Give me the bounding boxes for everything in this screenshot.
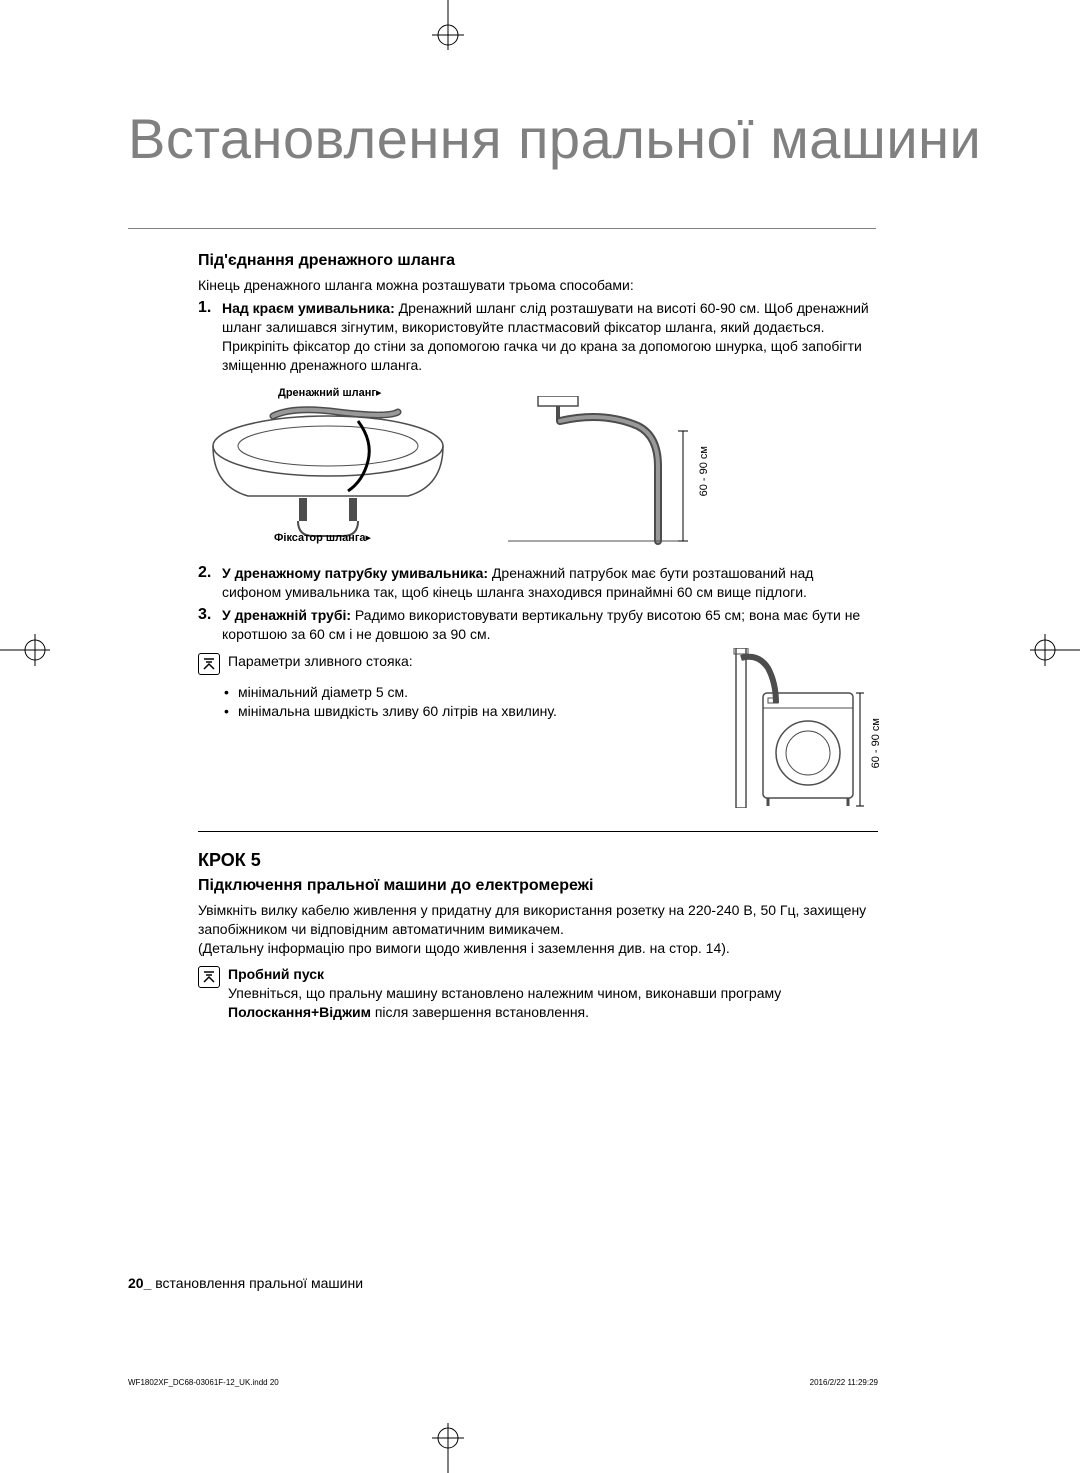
list-item-2: 2. У дренажному патрубку умивальника: Др…: [198, 564, 876, 602]
power-text: Увімкніть вилку кабелю живлення у придат…: [198, 901, 876, 958]
title-underline: [128, 228, 876, 229]
height-label-2: 60 - 90 см: [870, 718, 882, 768]
item-number: 2.: [198, 564, 222, 582]
note-text: Пробний пуск Упевніться, що пральну маши…: [228, 965, 876, 1022]
washer-diagram: 60 - 90 см: [728, 648, 878, 813]
item-number: 1.: [198, 299, 222, 317]
hose-holder-label: Фіксатор шланга▸: [274, 531, 371, 544]
section-heading-power: Підключення пральної машини до електроме…: [198, 877, 876, 895]
page-title: Встановлення пральної машини: [128, 110, 981, 169]
note-test-run: Пробний пуск Упевніться, що пральну маши…: [198, 965, 876, 1022]
wall-drain-svg: [508, 396, 708, 546]
section-heading-drain: Під'єднання дренажного шланга: [198, 252, 876, 270]
print-file: WF1802XF_DC68-03061F-12_UK.indd 20: [128, 1378, 279, 1387]
crop-mark-left: [0, 620, 50, 680]
washer-svg: [728, 648, 878, 808]
crop-mark-top: [418, 0, 478, 50]
step-label: КРОК 5: [198, 850, 876, 871]
note-icon: [198, 966, 220, 988]
item-text: Над краєм умивальника: Дренажний шланг с…: [222, 299, 876, 375]
page-footer: 20_ встановлення пральної машини: [128, 1275, 363, 1291]
crop-mark-bottom: [418, 1423, 478, 1473]
print-metadata: WF1802XF_DC68-03061F-12_UK.indd 20 2016/…: [128, 1378, 878, 1387]
diagram-row: Дренажний шланг▸ Фіксатор шланга▸: [198, 386, 876, 546]
list-item-1: 1. Над краєм умивальника: Дренажний шлан…: [198, 299, 876, 375]
divider: [198, 831, 878, 832]
list-item-3: 3. У дренажній трубі: Радимо використову…: [198, 606, 876, 644]
drain-hose-label: Дренажний шланг▸: [278, 386, 382, 399]
height-label-1: 60 - 90 см: [698, 446, 710, 496]
item-number: 3.: [198, 606, 222, 624]
sink-svg: [198, 386, 458, 546]
item-text: У дренажному патрубку умивальника: Дрена…: [222, 564, 876, 602]
note-icon: [198, 653, 220, 675]
sink-diagram: Дренажний шланг▸ Фіксатор шланга▸: [198, 386, 458, 546]
intro-text: Кінець дренажного шланга можна розташува…: [198, 276, 876, 295]
wall-drain-diagram: 60 - 90 см: [508, 396, 708, 546]
print-timestamp: 2016/2/22 11:29:29: [810, 1378, 878, 1387]
item-text: У дренажній трубі: Радимо використовуват…: [222, 606, 876, 644]
crop-mark-right: [1030, 620, 1080, 680]
